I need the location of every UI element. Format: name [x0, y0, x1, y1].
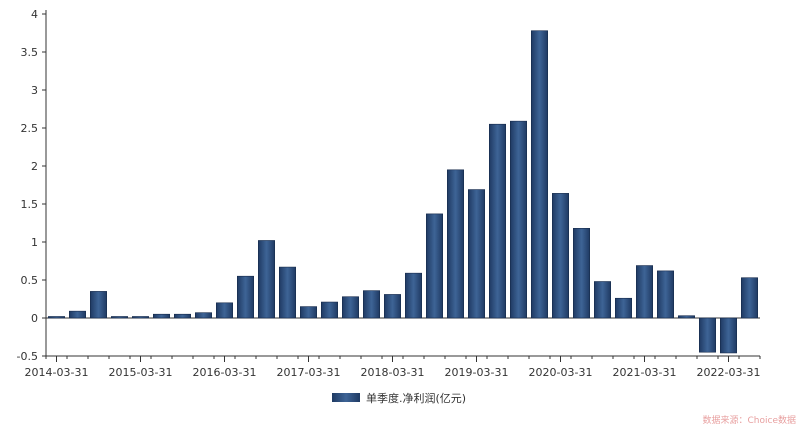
legend: 单季度.净利润(亿元): [332, 391, 466, 405]
y-tick-label: 4: [31, 8, 38, 21]
bar: [405, 272, 422, 319]
x-tick-label: 2014-03-31: [25, 366, 89, 379]
y-tick-label: 1.5: [21, 198, 39, 211]
bar: [615, 297, 632, 319]
y-tick-label: -0.5: [17, 350, 38, 363]
x-tick-label: 2015-03-31: [109, 366, 173, 379]
source-label: 数据来源：Choice数据: [703, 414, 796, 426]
bar: [384, 294, 401, 319]
bar: [300, 306, 317, 319]
bar: [678, 315, 695, 319]
bar: [720, 317, 737, 354]
y-tick-label: 0.5: [21, 274, 39, 287]
bar: [531, 30, 548, 319]
bar-series: [48, 30, 758, 354]
bar: [552, 193, 569, 319]
y-tick-label: 1: [31, 236, 38, 249]
legend-label: 单季度.净利润(亿元): [366, 391, 466, 405]
x-axis: 2014-03-31 2015-03-31 2016-03-31 2017-03-31…: [25, 317, 761, 379]
x-tick-label: 2022-03-31: [697, 366, 761, 379]
bar: [342, 296, 359, 319]
bar: [279, 266, 296, 319]
y-tick-label: 2.5: [21, 122, 39, 135]
bar: [90, 291, 107, 319]
bar: [153, 313, 170, 319]
y-tick-label: 3.5: [21, 46, 39, 59]
x-tick-label: 2019-03-31: [445, 366, 509, 379]
bar: [426, 213, 443, 319]
bar: [468, 189, 485, 319]
x-tick-label: 2020-03-31: [529, 366, 593, 379]
x-tick-label: 2018-03-31: [361, 366, 425, 379]
bar: [174, 313, 191, 319]
x-tick-label: 2017-03-31: [277, 366, 341, 379]
bar: [636, 265, 653, 319]
bar: [447, 169, 464, 319]
bar: [195, 312, 212, 319]
x-tick-label: 2016-03-31: [193, 366, 257, 379]
bar: [510, 120, 527, 319]
x-tick-label: 2021-03-31: [613, 366, 677, 379]
bar: [48, 316, 65, 319]
y-axis: -0.5 0 0.5 1 1.5 2 2.5 3 3.5 4: [17, 8, 47, 363]
bar: [216, 302, 233, 319]
y-tick-label: 3: [31, 84, 38, 97]
bar: [573, 228, 590, 319]
bar: [111, 316, 128, 319]
bar: [321, 301, 338, 319]
y-tick-label: 2: [31, 160, 38, 173]
legend-swatch: [332, 393, 360, 402]
bar: [132, 316, 149, 319]
bar: [657, 270, 674, 319]
bar: [741, 277, 758, 319]
y-tick-label: 0: [31, 312, 38, 325]
bar: [69, 310, 86, 319]
bar: [237, 275, 254, 319]
bar: [363, 290, 380, 319]
bar: [699, 317, 716, 353]
bar: [594, 281, 611, 319]
bar: [489, 123, 506, 319]
bar: [258, 240, 275, 319]
